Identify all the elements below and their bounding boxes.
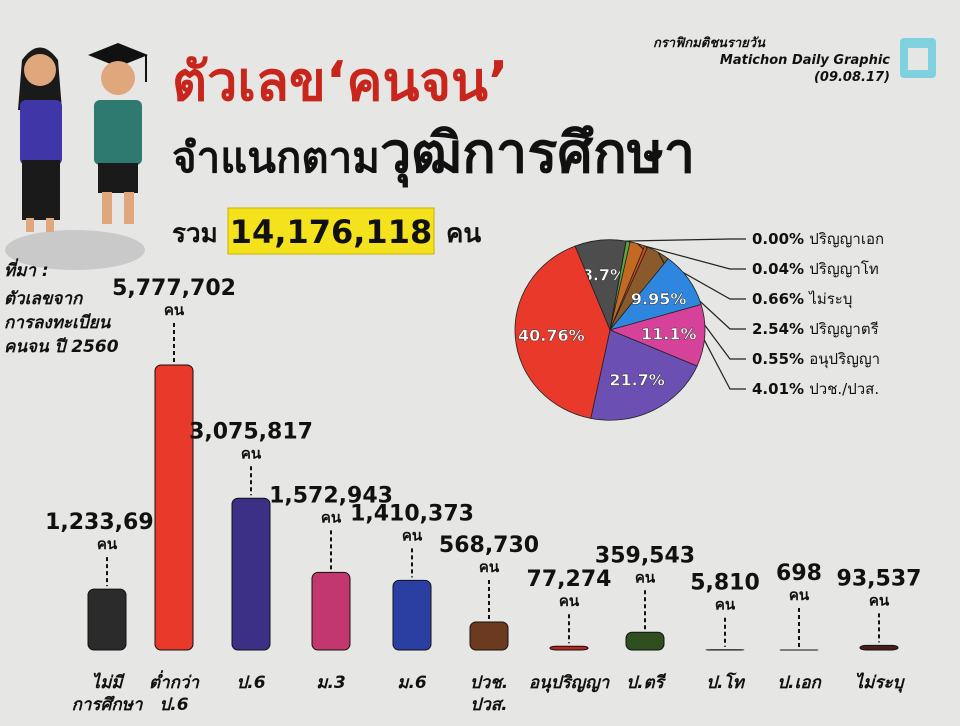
logo	[900, 38, 936, 78]
slice-label: 21.7%	[609, 371, 665, 390]
value-label: 1,233,691	[45, 510, 169, 535]
value-label: 1,572,943	[269, 483, 393, 508]
value-label: 1,410,373	[350, 501, 474, 526]
source-heading: ที่มา :	[4, 258, 49, 281]
slice-callout: 0.04% ปริญญาโท	[752, 260, 879, 278]
slice-label: 40.76%	[518, 326, 585, 345]
subtitle-part: วุฒิการศึกษา	[380, 121, 695, 188]
pie-slice	[514, 245, 611, 419]
category-label: ไม่ระบุ	[855, 672, 906, 693]
slice-callout: 0.00% ปริญญาเอก	[752, 230, 884, 248]
value-label: 359,543	[595, 543, 695, 568]
category-label: ป.ตรี	[626, 673, 666, 693]
category-label: ปวช.ปวส.	[470, 673, 508, 715]
unit-label: คน	[869, 591, 890, 609]
slice-name: ปริญญาตรี	[809, 320, 878, 338]
value-label: 5,777,702	[112, 276, 236, 301]
subtitle: จำแนกตามวุฒิการศึกษา	[172, 121, 695, 188]
pie-slice	[590, 329, 698, 421]
category-label: ป.โท	[706, 672, 745, 693]
bar	[625, 631, 665, 651]
bar	[231, 497, 271, 651]
total-highlight	[227, 207, 435, 255]
unit-label: คน	[402, 526, 423, 544]
category-label: ต่ำกว่าป.6	[149, 670, 200, 715]
slice-label: 9.95%	[631, 289, 687, 308]
slice-callout: 4.01% ปวช./ปวส.	[752, 380, 879, 398]
leader-line	[625, 240, 746, 270]
credit-thai: กราฟิกมติชนรายวัน	[653, 36, 766, 51]
category-label: ม.3	[316, 673, 346, 693]
credit-date: (09.08.17)	[814, 70, 890, 85]
unit-label: คน	[559, 592, 580, 610]
slice-value: 4.01%	[752, 380, 804, 398]
slice-name: ปวช./ปวส.	[809, 380, 879, 398]
bar	[87, 588, 127, 651]
unit-label: คน	[97, 535, 118, 553]
slice-name: ไม่ระบุ	[808, 290, 852, 309]
slice-value: 0.00%	[752, 230, 804, 248]
total-prefix: รวม	[172, 219, 218, 249]
slice-value: 0.55%	[752, 350, 804, 368]
bar	[392, 579, 432, 651]
slice-callout: 2.54% ปริญญาตรี	[752, 320, 879, 338]
total-amount: 14,176,118	[230, 213, 432, 251]
category-label: ป.เอก	[777, 673, 822, 693]
leader-line	[626, 238, 746, 242]
total-unit: คน	[446, 219, 481, 249]
pie-slice	[608, 304, 706, 367]
value-label: 698	[776, 561, 822, 586]
unit-label: คน	[479, 558, 500, 576]
illustration	[5, 43, 148, 270]
source-text: ตัวเลขจากการลงทะเบียนคนจน ปี 2560	[4, 289, 119, 357]
unit-label: คน	[789, 586, 810, 604]
value-label: 3,075,817	[189, 419, 313, 444]
slice-value: 2.54%	[752, 320, 804, 338]
credit-english: Matichon Daily Graphic	[720, 53, 890, 68]
slice-callout: 0.55% อนุปริญญา	[752, 350, 880, 369]
slice-label: 8.7%	[582, 265, 626, 284]
category-label: ม.6	[397, 673, 427, 693]
slice-value: 0.04%	[752, 260, 804, 278]
category-label: ไม่มีการศึกษา	[72, 672, 144, 715]
value-label: 568,730	[439, 533, 539, 558]
slice-value: 0.66%	[752, 290, 804, 308]
bar	[549, 645, 589, 651]
unit-label: คน	[715, 596, 736, 614]
value-label: 93,537	[837, 566, 922, 591]
title: ตัวเลข‘คนจน’	[172, 50, 508, 113]
unit-label: คน	[241, 444, 262, 462]
bar	[154, 364, 194, 651]
value-label: 5,810	[690, 571, 760, 596]
slice-name: อนุปริญญา	[809, 350, 880, 369]
bar	[311, 571, 351, 651]
value-label: 77,274	[527, 567, 612, 592]
slice-name: ปริญญาโท	[809, 260, 879, 278]
slice-name: ปริญญาเอก	[809, 230, 884, 248]
category-label: ป.6	[236, 673, 265, 693]
subtitle-part: จำแนกตาม	[172, 133, 380, 182]
unit-label: คน	[635, 568, 656, 586]
unit-label: คน	[321, 508, 342, 526]
bar	[469, 621, 509, 651]
category-label: อนุปริญญา	[529, 673, 611, 693]
slice-label: 11.1%	[641, 325, 697, 344]
unit-label: คน	[164, 301, 185, 319]
slice-callout: 0.66% ไม่ระบุ	[752, 290, 852, 309]
bar	[859, 644, 899, 651]
